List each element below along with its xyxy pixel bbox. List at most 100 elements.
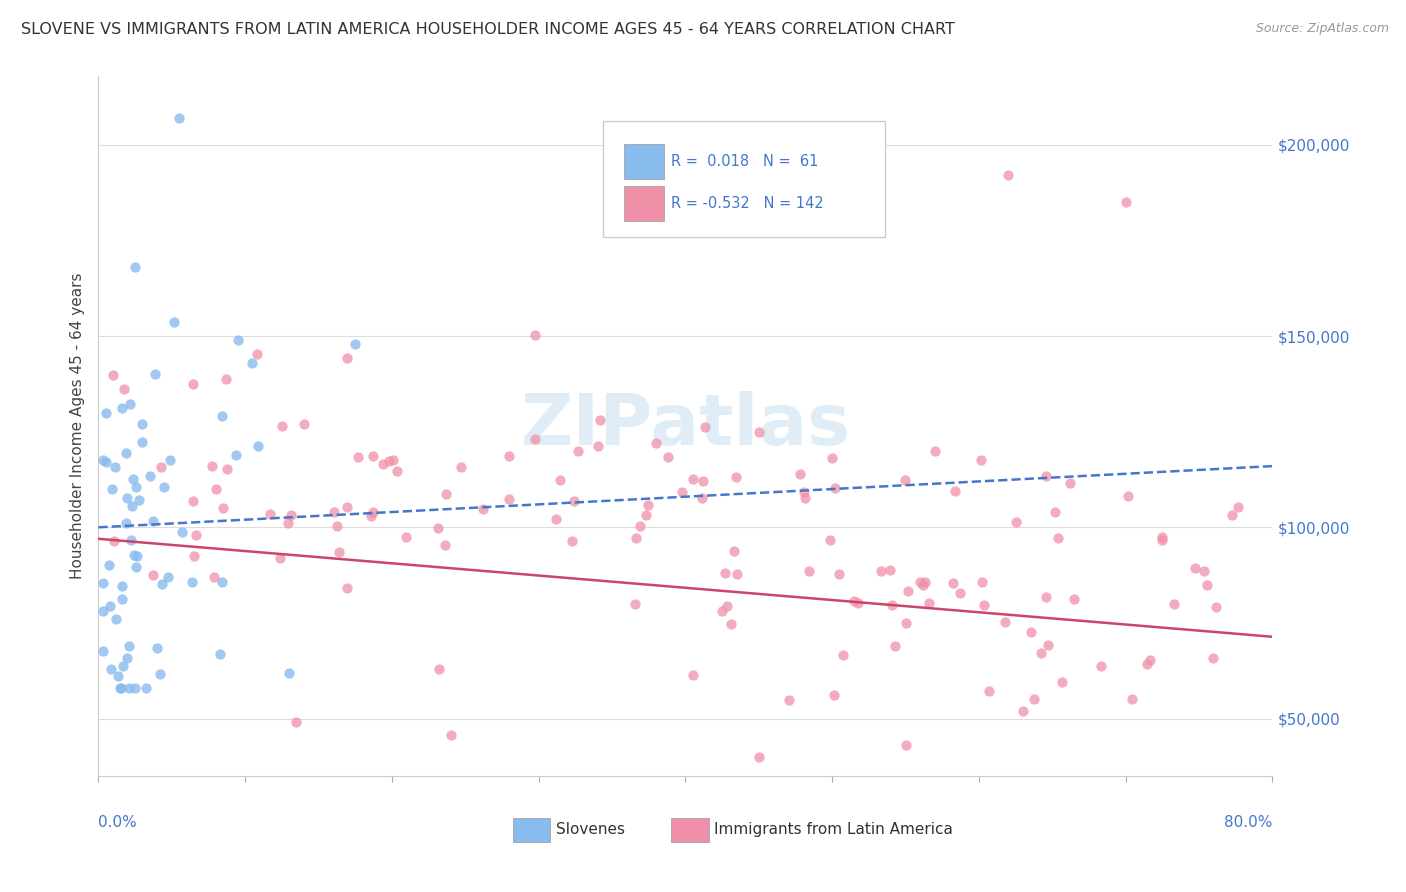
Text: Immigrants from Latin America: Immigrants from Latin America xyxy=(714,822,952,838)
Point xyxy=(828,567,851,582)
Text: R = -0.532   N = 142: R = -0.532 N = 142 xyxy=(671,195,824,211)
Point xyxy=(911,578,934,592)
Point xyxy=(994,615,1017,629)
Point xyxy=(794,491,817,505)
Point xyxy=(924,443,946,458)
Point xyxy=(167,111,190,125)
Point xyxy=(112,659,135,673)
Point xyxy=(1036,638,1059,652)
Point xyxy=(211,409,233,423)
Point xyxy=(711,604,734,618)
Point xyxy=(111,579,134,593)
Point xyxy=(131,417,153,431)
Point xyxy=(159,452,181,467)
Point xyxy=(883,639,905,653)
FancyBboxPatch shape xyxy=(603,121,884,237)
Point xyxy=(118,681,141,695)
Point xyxy=(725,470,748,484)
Point xyxy=(645,436,668,450)
Point xyxy=(278,665,301,680)
Point xyxy=(259,507,281,521)
Point xyxy=(100,662,122,676)
FancyBboxPatch shape xyxy=(624,145,664,178)
Point xyxy=(150,577,173,591)
Point xyxy=(973,598,995,612)
Point xyxy=(970,574,993,589)
Point xyxy=(1116,489,1139,503)
Point xyxy=(156,570,179,584)
Point xyxy=(371,457,394,471)
Point xyxy=(111,592,134,607)
Point xyxy=(378,454,401,468)
Point xyxy=(1022,692,1045,706)
Point xyxy=(1047,531,1070,545)
Point xyxy=(226,333,249,347)
Point xyxy=(450,459,472,474)
Point xyxy=(714,566,737,580)
Point xyxy=(1152,533,1174,548)
Point xyxy=(125,560,148,574)
Point xyxy=(842,594,865,608)
Point xyxy=(1202,650,1225,665)
Point xyxy=(498,449,520,463)
Point xyxy=(846,596,869,610)
Text: Slovenes: Slovenes xyxy=(557,822,626,838)
Point xyxy=(180,574,202,589)
Text: R =  0.018   N =  61: R = 0.018 N = 61 xyxy=(671,153,818,169)
Point xyxy=(1152,530,1174,544)
Point xyxy=(170,524,193,539)
Point xyxy=(335,351,357,365)
Point xyxy=(94,455,117,469)
Point xyxy=(246,346,269,360)
Point xyxy=(793,485,815,500)
Point xyxy=(818,533,841,548)
Point xyxy=(832,648,855,663)
Point xyxy=(115,650,138,665)
FancyBboxPatch shape xyxy=(671,818,709,842)
Point xyxy=(326,518,349,533)
Point xyxy=(748,750,770,764)
Point xyxy=(323,505,346,519)
Point xyxy=(125,479,148,493)
Point xyxy=(821,451,844,466)
Point xyxy=(1194,564,1216,578)
Point xyxy=(91,453,114,467)
Point xyxy=(181,376,204,391)
Point xyxy=(269,551,291,566)
Point xyxy=(692,474,714,488)
Point xyxy=(104,459,127,474)
Point xyxy=(588,413,610,427)
Point xyxy=(637,498,659,512)
Point xyxy=(823,689,845,703)
Point xyxy=(567,444,589,458)
Point xyxy=(93,604,115,618)
Point xyxy=(124,260,146,274)
Point xyxy=(723,544,745,558)
Point xyxy=(122,472,145,486)
Point xyxy=(1222,508,1244,522)
Point xyxy=(270,419,292,434)
Point xyxy=(690,491,713,505)
Point xyxy=(1195,577,1218,591)
Point xyxy=(97,558,120,572)
Point xyxy=(135,681,157,695)
Point xyxy=(472,501,495,516)
Point xyxy=(942,576,965,591)
Point xyxy=(118,397,141,411)
Point xyxy=(682,668,704,682)
Point xyxy=(285,715,308,730)
Point xyxy=(395,530,418,544)
Point xyxy=(586,439,609,453)
Point xyxy=(115,491,138,505)
Point xyxy=(789,467,811,482)
Point xyxy=(344,336,367,351)
Point xyxy=(110,681,132,695)
Point xyxy=(894,739,917,753)
Point xyxy=(242,356,264,370)
Point xyxy=(1035,590,1057,604)
Point xyxy=(201,458,224,473)
Point xyxy=(434,487,457,501)
Point xyxy=(1136,657,1159,671)
Point xyxy=(215,371,238,385)
Point xyxy=(914,575,936,590)
